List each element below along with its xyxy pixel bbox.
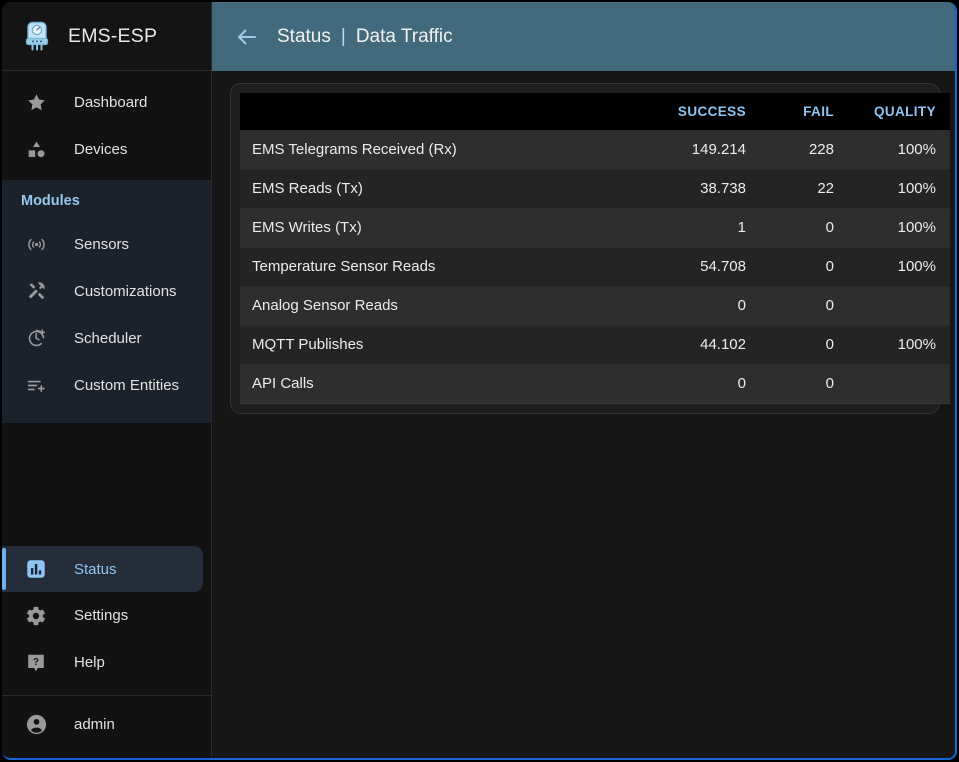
cell-quality [848,364,950,404]
cell-name: EMS Writes (Tx) [240,208,640,248]
sidebar-item-help[interactable]: ? Help [2,639,211,686]
cell-name: EMS Telegrams Received (Rx) [240,130,640,170]
sidebar-user-section: admin [2,695,211,758]
table-row: Analog Sensor Reads 0 0 [240,286,950,326]
sidebar-item-scheduler[interactable]: Scheduler [2,315,211,362]
cell-fail: 0 [760,325,848,365]
arrow-left-icon[interactable] [234,24,260,50]
sidebar-item-settings[interactable]: Settings [2,592,211,639]
cell-name: MQTT Publishes [240,325,640,365]
breadcrumb-separator: | [340,25,346,47]
sidebar-item-label: Settings [74,607,129,624]
sidebar-item-label: Sensors [74,236,130,253]
cell-fail: 0 [760,364,848,404]
sidebar-item-dashboard[interactable]: Dashboard [2,79,211,126]
sidebar-section-modules: Modules [21,193,80,209]
svg-text:?: ? [33,657,39,668]
table-header-row: SUCCESS FAIL QUALITY [240,93,950,130]
column-header-name [240,93,640,130]
table-body: EMS Telegrams Received (Rx) 149.214 228 … [240,130,950,404]
column-header-fail: FAIL [760,93,848,130]
cell-name: Temperature Sensor Reads [240,247,640,287]
column-header-success: SUCCESS [640,93,760,130]
brand-header: EMS-ESP [2,2,211,71]
cell-name: Analog Sensor Reads [240,286,640,326]
category-shapes-icon [24,138,48,162]
top-app-bar: Status | Data Traffic [212,2,955,71]
sidebar-item-label: Help [74,654,105,671]
table-row: EMS Writes (Tx) 1 0 100% [240,208,950,248]
sidebar-spacer [2,423,211,546]
list-plus-icon [24,374,48,398]
sidebar-item-label: Customizations [74,283,177,300]
cell-fail: 0 [760,247,848,287]
cell-quality: 100% [848,325,950,365]
cell-success: 44.102 [640,325,760,365]
breadcrumb-parent[interactable]: Status [277,25,331,47]
sidebar-item-label: Custom Entities [74,377,180,394]
cell-name: EMS Reads (Tx) [240,169,640,209]
sidebar-item-admin[interactable]: admin [2,701,211,748]
content-region: SUCCESS FAIL QUALITY EMS Telegrams Recei… [212,71,955,758]
help-question-icon: ? [24,651,48,675]
table-row: EMS Reads (Tx) 38.738 22 100% [240,169,950,209]
sidebar-item-customizations[interactable]: Customizations [2,268,211,315]
cell-name: API Calls [240,364,640,404]
cell-success: 38.738 [640,169,760,209]
cell-success: 1 [640,208,760,248]
cell-success: 54.708 [640,247,760,287]
cell-success: 0 [640,364,760,404]
tools-icon [24,280,48,304]
sidebar-item-label: Devices [74,141,128,158]
sidebar-modules-group: Modules Sensors [2,180,211,423]
sensor-waves-icon [24,233,48,257]
boiler-icon [20,19,54,53]
star-icon [24,91,48,115]
sidebar-item-custom-entities[interactable]: Custom Entities [2,362,211,409]
cell-quality: 100% [848,247,950,287]
cell-fail: 228 [760,130,848,170]
cell-quality [848,286,950,326]
cell-quality: 100% [848,208,950,248]
gear-icon [24,604,48,628]
bar-chart-icon [24,557,48,581]
table-row: MQTT Publishes 44.102 0 100% [240,325,950,365]
table-row: EMS Telegrams Received (Rx) 149.214 228 … [240,130,950,170]
sidebar: EMS-ESP Dashboard [2,2,212,758]
cell-fail: 0 [760,208,848,248]
clock-plus-icon [24,327,48,351]
cell-fail: 22 [760,169,848,209]
main-area: Status | Data Traffic SUCCESS FAIL [212,2,955,758]
sidebar-item-sensors[interactable]: Sensors [2,221,211,268]
sidebar-primary-nav: Dashboard Devices [2,71,211,173]
cell-success: 0 [640,286,760,326]
account-circle-icon [24,713,48,737]
cell-success: 149.214 [640,130,760,170]
sidebar-item-label: Dashboard [74,94,148,111]
cell-fail: 0 [760,286,848,326]
sidebar-item-label: Scheduler [74,330,142,347]
table-row: API Calls 0 0 [240,364,950,404]
sidebar-item-status[interactable]: Status [2,546,203,592]
breadcrumb: Status | Data Traffic [277,26,453,48]
sidebar-item-devices[interactable]: Devices [2,126,211,173]
data-traffic-table: SUCCESS FAIL QUALITY EMS Telegrams Recei… [240,93,950,404]
sidebar-item-label: admin [74,716,115,733]
brand-title: EMS-ESP [68,24,158,47]
column-header-quality: QUALITY [848,93,950,130]
sidebar-secondary-nav: Status Settings ? Help [2,546,211,758]
breadcrumb-current: Data Traffic [355,25,453,47]
table-row: Temperature Sensor Reads 54.708 0 100% [240,247,950,287]
cell-quality: 100% [848,130,950,170]
data-traffic-card: SUCCESS FAIL QUALITY EMS Telegrams Recei… [230,83,950,414]
cell-quality: 100% [848,169,950,209]
table-header: SUCCESS FAIL QUALITY [240,93,950,130]
sidebar-item-label: Status [74,560,117,578]
